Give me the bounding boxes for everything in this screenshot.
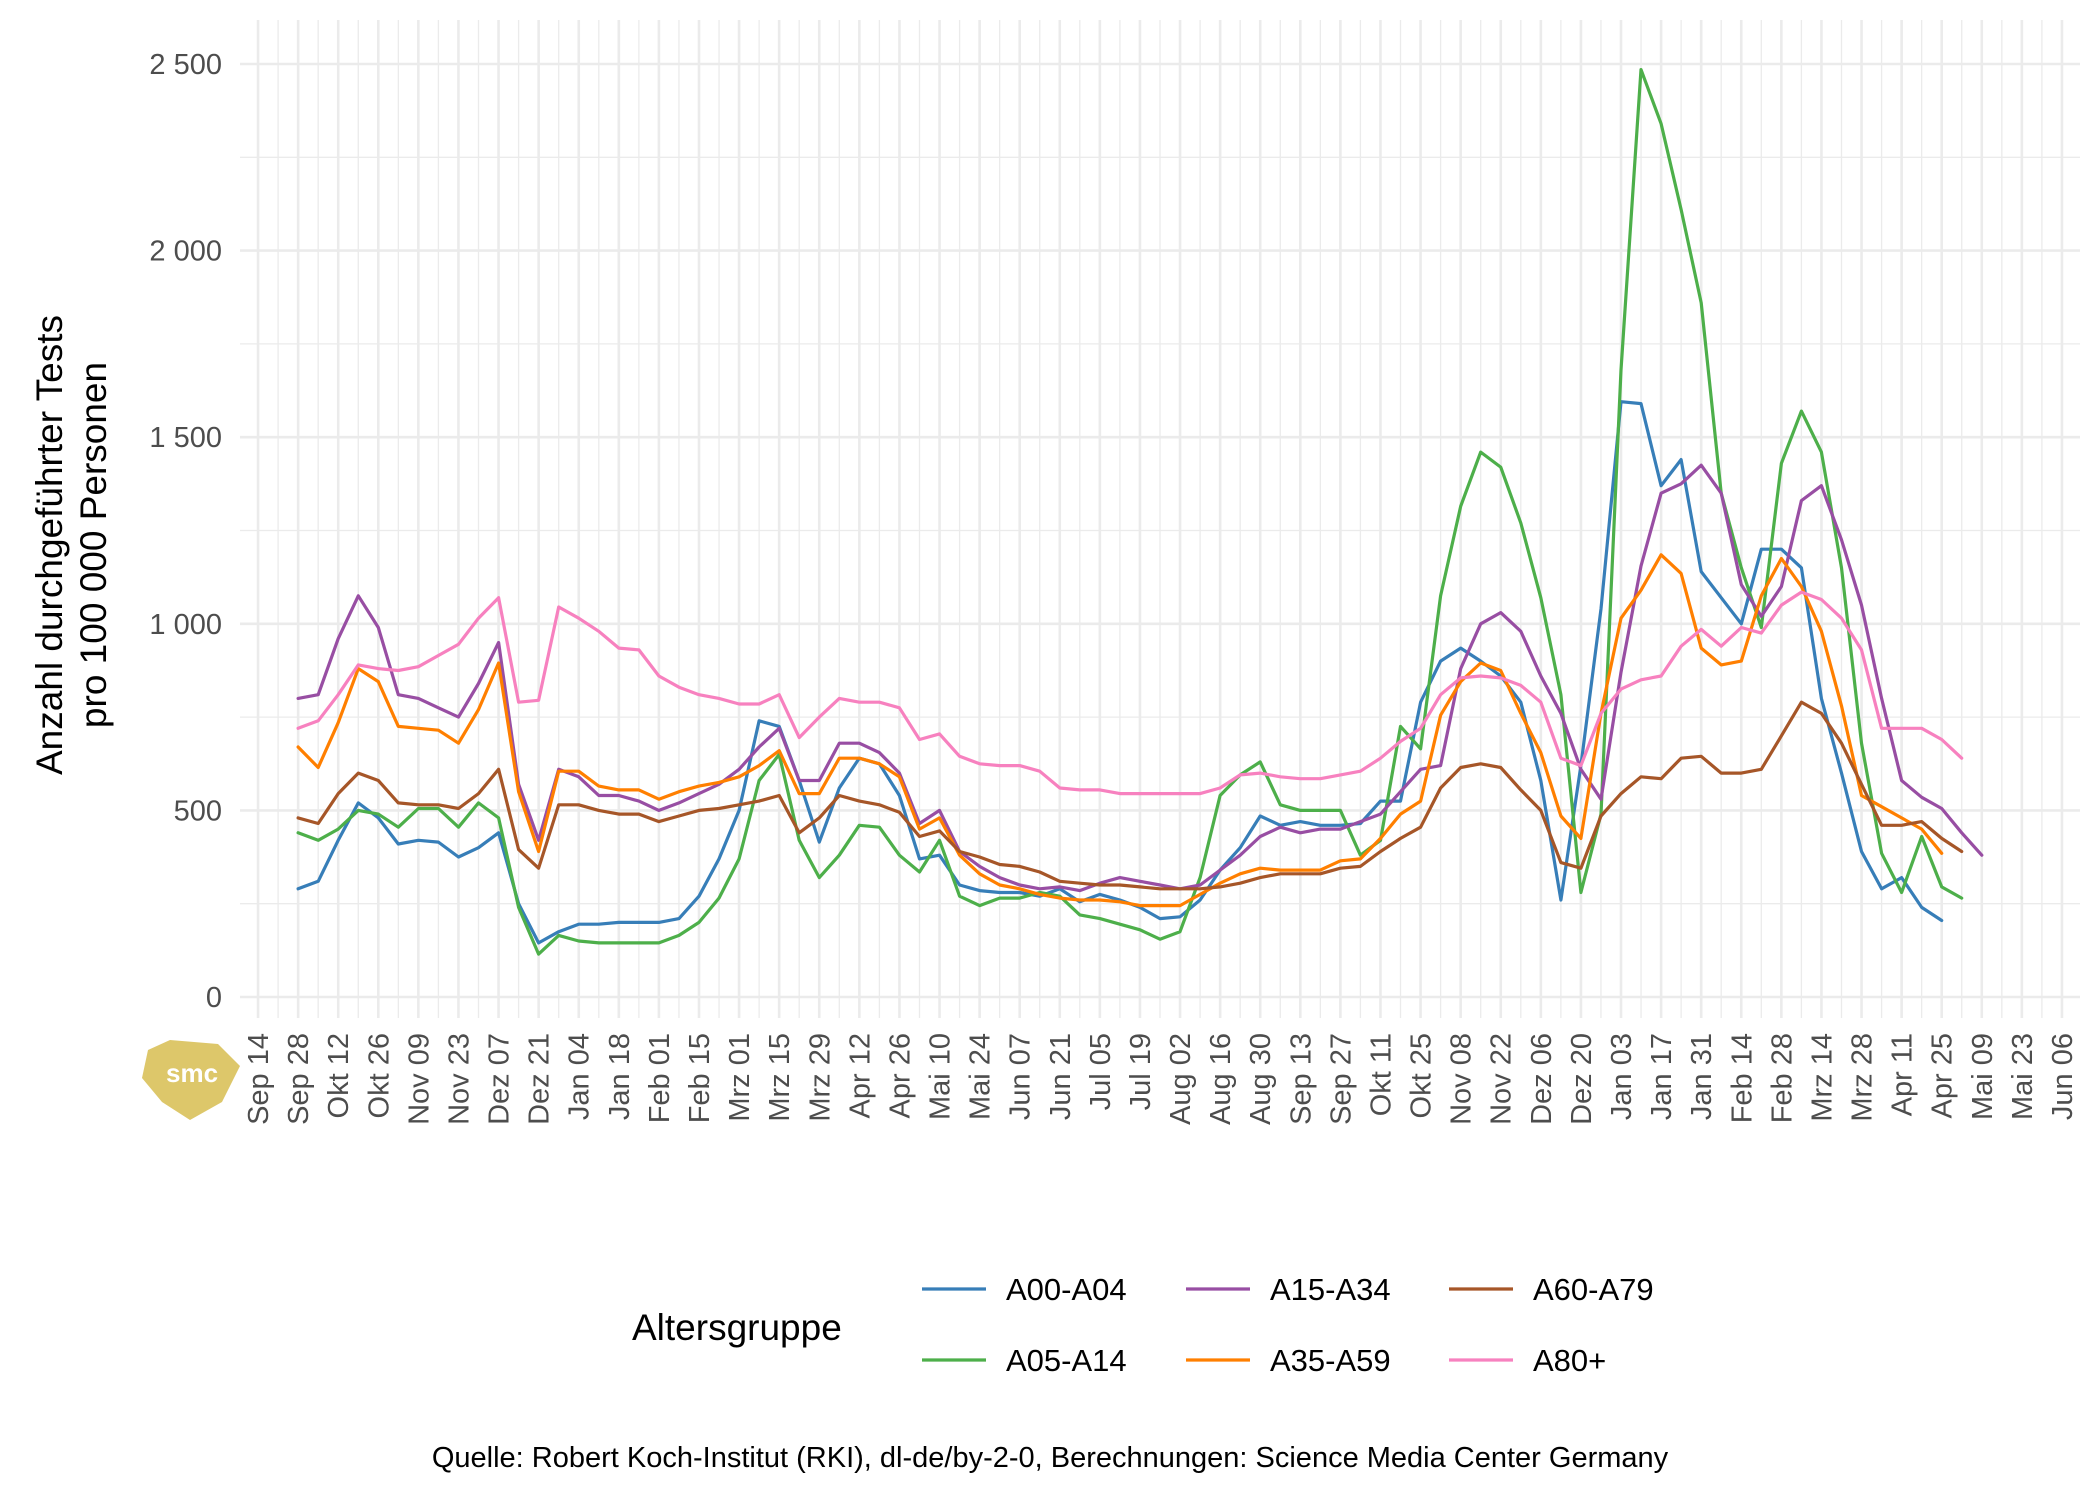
series-line-a60-a79 [296, 700, 1964, 891]
series-lines [296, 67, 1984, 956]
x-tick-label: Mrz 14 [1806, 1033, 1838, 1122]
x-tick-label: Okt 11 [1365, 1033, 1397, 1116]
x-tick-label: Sep 14 [243, 1033, 275, 1125]
y-tick-label: 2 500 [149, 49, 222, 81]
series-line-a00-a04 [296, 400, 1944, 945]
y-tick-label: 1 000 [149, 609, 222, 641]
x-tick-label: Aug 02 [1165, 1033, 1197, 1125]
x-tick-label: Dez 06 [1526, 1033, 1558, 1125]
x-tick-label: Dez 21 [524, 1033, 556, 1125]
x-tick-label: Jun 07 [1005, 1033, 1037, 1120]
x-tick-label: Jun 06 [2047, 1033, 2079, 1120]
y-tick-label: 0 [206, 982, 222, 1014]
x-tick-label: Jan 17 [1646, 1033, 1678, 1120]
x-tick-label: Jun 21 [1045, 1033, 1077, 1120]
x-tick-label: Okt 25 [1406, 1033, 1438, 1118]
grid [240, 20, 2080, 1018]
y-axis-label-line1: Anzahl durchgeführter Tests [29, 315, 70, 775]
x-tick-label: Feb 28 [1766, 1033, 1798, 1123]
legend-label-a15-a34: A15-A34 [1270, 1272, 1391, 1307]
x-tick-label: Aug 30 [1245, 1033, 1277, 1125]
x-tick-label: Sep 13 [1285, 1033, 1317, 1125]
x-tick-label: Nov 22 [1486, 1033, 1518, 1125]
x-tick-label: Feb 01 [644, 1033, 676, 1123]
x-tick-label: Sep 28 [283, 1033, 315, 1125]
y-tick-label: 500 [174, 795, 222, 827]
x-tick-label: Apr 26 [884, 1033, 916, 1118]
legend: Altersgruppe A00-A04 A05-A14 A15-A34 A35-A5… [632, 1272, 1654, 1378]
y-axis-label: Anzahl durchgeführter Tests pro 100 000 … [29, 315, 114, 775]
x-tick-label: Mrz 15 [764, 1033, 796, 1122]
series-line-a80+ [296, 590, 1964, 796]
caption: Quelle: Robert Koch-Institut (RKI), dl-d… [432, 1442, 1669, 1474]
x-tick-label: Apr 11 [1887, 1033, 1919, 1116]
x-tick-label: Aug 16 [1205, 1033, 1237, 1125]
smc-logo: smc [142, 1040, 240, 1120]
x-tick-label: Nov 08 [1446, 1033, 1478, 1125]
x-tick-label: Jan 04 [564, 1033, 596, 1120]
x-tick-label: Dez 20 [1566, 1033, 1598, 1125]
x-tick-label: Mai 23 [2007, 1033, 2039, 1120]
series-line-a15-a34 [296, 463, 1984, 893]
x-tick-label: Mai 09 [1967, 1033, 1999, 1120]
x-tick-label: Jul 19 [1125, 1033, 1157, 1110]
x-tick-label: Sep 27 [1325, 1033, 1357, 1125]
legend-label-a00-a04: A00-A04 [1006, 1272, 1127, 1307]
x-tick-label: Nov 09 [403, 1033, 435, 1125]
x-tick-label: Mrz 29 [804, 1033, 836, 1122]
x-tick-label: Mrz 28 [1847, 1033, 1879, 1122]
legend-title: Altersgruppe [632, 1307, 842, 1348]
x-tick-label: Apr 25 [1927, 1033, 1959, 1118]
x-tick-label: Nov 23 [443, 1033, 475, 1125]
legend-label-a60-a79: A60-A79 [1533, 1272, 1654, 1307]
legend-label-a05-a14: A05-A14 [1006, 1343, 1127, 1378]
x-tick-label: Jan 31 [1686, 1033, 1718, 1120]
x-tick-label: Okt 26 [363, 1033, 395, 1118]
y-axis-ticks: 0 500 1 000 1 500 2 000 2 500 [149, 49, 222, 1014]
x-tick-label: Jan 18 [604, 1033, 636, 1120]
x-tick-label: Mai 10 [925, 1033, 957, 1120]
y-tick-label: 1 500 [149, 422, 222, 454]
x-tick-label: Mrz 01 [724, 1033, 756, 1122]
legend-label-a35-a59: A35-A59 [1270, 1343, 1391, 1378]
x-tick-label: Jan 03 [1606, 1033, 1638, 1120]
series-line-a35-a59 [296, 553, 1944, 908]
x-tick-label: Mai 24 [965, 1033, 997, 1120]
y-tick-label: 2 000 [149, 236, 222, 268]
x-tick-label: Apr 12 [844, 1033, 876, 1118]
x-axis-ticks: Sep 14 Sep 28 Okt 12 Okt 26 Nov 09 Nov 23 Dez … [243, 1033, 2079, 1125]
x-tick-label: Feb 15 [684, 1033, 716, 1123]
x-tick-label: Dez 07 [484, 1033, 516, 1125]
x-tick-label: Jul 05 [1085, 1033, 1117, 1110]
x-tick-label: Feb 14 [1726, 1033, 1758, 1123]
series-line-a05-a14 [296, 67, 1964, 956]
y-axis-label-line2: pro 100 000 Personen [73, 362, 114, 728]
x-tick-label: Okt 12 [323, 1033, 355, 1118]
logo-badge-shape [142, 1040, 240, 1120]
legend-label-a80+: A80+ [1533, 1343, 1606, 1378]
logo-text: smc [166, 1058, 218, 1088]
